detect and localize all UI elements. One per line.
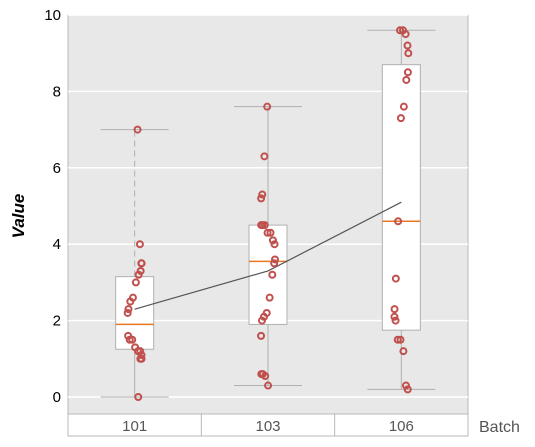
data-point xyxy=(270,259,279,268)
data-point xyxy=(401,30,410,39)
y-tick-label: 4 xyxy=(53,236,61,253)
data-point xyxy=(257,194,266,203)
data-point xyxy=(399,347,408,356)
data-point xyxy=(134,270,143,279)
data-point xyxy=(403,68,412,77)
data-point xyxy=(268,236,277,245)
mean-line xyxy=(134,201,402,310)
data-point xyxy=(131,278,140,287)
data-point xyxy=(403,41,412,50)
data-point xyxy=(257,331,266,340)
data-point xyxy=(263,228,272,237)
data-point xyxy=(134,393,143,401)
x-tick-label: 106 xyxy=(389,418,414,435)
mean-trend-line xyxy=(134,201,402,310)
data-point xyxy=(270,240,279,249)
data-point xyxy=(391,316,400,325)
x-axis-label: Batch xyxy=(479,419,520,436)
x-tick-label: 103 xyxy=(255,418,280,435)
box-series xyxy=(100,29,436,398)
y-tick-label: 2 xyxy=(53,313,61,330)
category-strip xyxy=(67,413,469,437)
data-point xyxy=(396,26,405,35)
data-point xyxy=(124,305,133,314)
data-point xyxy=(390,312,399,321)
data-point xyxy=(394,217,403,226)
data-point xyxy=(396,114,405,123)
data-points xyxy=(123,26,413,401)
y-axis: 0 2 4 6 8 10 xyxy=(44,7,61,406)
data-point xyxy=(396,335,405,344)
data-point xyxy=(260,221,269,230)
x-tick-label: 101 xyxy=(122,418,147,435)
data-point xyxy=(260,152,269,161)
data-point xyxy=(390,305,399,314)
data-point xyxy=(133,125,142,134)
data-point xyxy=(402,75,411,84)
data-point xyxy=(258,190,267,199)
data-point xyxy=(401,381,410,390)
data-point xyxy=(135,240,144,249)
data-point xyxy=(123,308,132,317)
data-point xyxy=(391,274,400,283)
data-point xyxy=(257,316,266,325)
data-point xyxy=(265,293,274,302)
data-point xyxy=(266,228,275,237)
y-tick-label: 8 xyxy=(53,83,61,100)
data-point xyxy=(136,354,145,363)
y-tick-label: 10 xyxy=(44,7,61,24)
data-point xyxy=(404,49,413,58)
y-axis-label: Value xyxy=(9,194,28,239)
data-point xyxy=(393,335,402,344)
data-point xyxy=(270,255,279,264)
y-tick-label: 0 xyxy=(53,389,61,406)
data-point xyxy=(399,102,408,111)
x-axis-strip: 101 103 106 xyxy=(67,413,469,437)
data-point xyxy=(264,381,273,390)
y-tick-label: 6 xyxy=(53,160,61,177)
data-point xyxy=(137,259,146,268)
data-point xyxy=(137,350,146,359)
data-point xyxy=(403,385,412,394)
data-point xyxy=(126,297,135,306)
data-point xyxy=(263,102,272,111)
data-point xyxy=(268,270,277,279)
data-point xyxy=(261,371,270,380)
box-iqr xyxy=(381,64,421,331)
data-point xyxy=(128,335,137,344)
data-point xyxy=(136,347,145,356)
